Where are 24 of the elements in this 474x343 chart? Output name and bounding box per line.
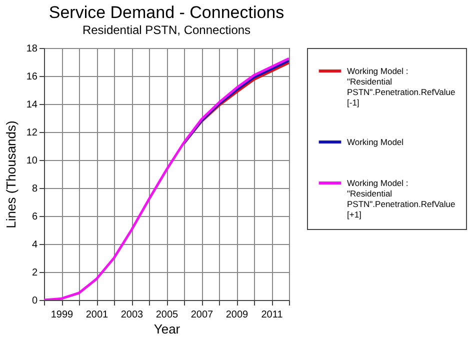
x-tick-label: 2007	[190, 310, 214, 320]
x-tick-label: 2005	[156, 310, 179, 320]
chart-subtitle: Residential PSTN, Connections	[82, 23, 251, 37]
x-tick-label: 2001	[86, 310, 109, 320]
y-tick-label: 16	[26, 72, 38, 82]
x-tick-label: 2009	[226, 310, 249, 320]
legend-label: Working Model : "Residential PSTN".Penetration.RefValue [+1]	[347, 178, 456, 220]
y-tick-label: 8	[32, 184, 38, 194]
legend-label: Working Model	[347, 137, 404, 147]
y-tick-label: 10	[26, 156, 38, 166]
y-tick-label: 18	[26, 44, 38, 54]
y-tick-label: 14	[26, 100, 38, 110]
x-tick-label: 1999	[50, 310, 74, 320]
x-tick-label: 2003	[120, 310, 144, 320]
y-tick-label: 6	[32, 212, 38, 222]
y-tick-label: 0	[32, 296, 38, 306]
legend-label: Working Model : "Residential PSTN".Penetration.RefValue [-1]	[347, 66, 456, 108]
chart-title: Service Demand - Connections	[48, 3, 284, 22]
y-axis-title: Lines (Thousands)	[3, 120, 18, 228]
y-tick-label: 4	[32, 240, 38, 250]
x-tick-label: 2011	[261, 310, 284, 320]
x-axis-title: Year	[154, 322, 181, 336]
y-tick-label: 12	[26, 128, 38, 138]
y-tick-label: 2	[32, 268, 38, 278]
